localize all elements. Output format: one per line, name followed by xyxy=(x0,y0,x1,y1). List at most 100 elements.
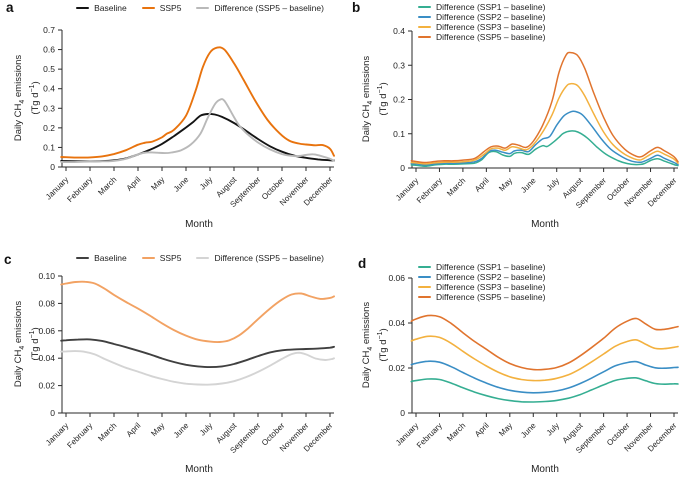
y-tick-label: 0.1 xyxy=(43,142,55,152)
y-tick-label: 0.4 xyxy=(393,26,405,36)
x-axis-label: Month xyxy=(531,464,559,475)
y-tick-label: 0.7 xyxy=(43,25,55,35)
x-tick-label: July xyxy=(198,421,214,437)
x-tick-label: July xyxy=(198,175,214,191)
legend-swatch xyxy=(141,256,155,260)
y-tick-label: 0.04 xyxy=(38,353,55,363)
legend-b: Difference (SSP1 – baseline) Difference (… xyxy=(418,2,545,42)
panel-letter-d: d xyxy=(358,256,367,271)
legend-swatch xyxy=(196,6,210,10)
legend-swatch xyxy=(418,5,431,9)
legend-label: Difference (SSP1 – baseline) xyxy=(436,2,546,12)
legend-item: Baseline xyxy=(76,253,127,263)
x-tick-label: June xyxy=(519,176,538,195)
y-tick-label: 0 xyxy=(50,408,55,418)
panel-a: a Baseline SSP5 Difference (SSP5 – baselin… xyxy=(0,0,343,240)
legend-swatch xyxy=(418,265,431,269)
series-line xyxy=(60,338,335,369)
series-line xyxy=(410,130,679,168)
x-tick-label: March xyxy=(96,175,118,197)
y-tick-label: 0.3 xyxy=(393,60,405,70)
legend-label: Difference (SSP3 – baseline) xyxy=(436,282,546,292)
panel-letter-a: a xyxy=(6,0,14,15)
legend-swatch xyxy=(418,275,431,279)
legend-swatch xyxy=(418,285,431,289)
legend-item: Difference (SSP2 – baseline) xyxy=(418,272,545,282)
y-tick-label: 0.4 xyxy=(43,84,55,94)
series-line xyxy=(410,314,679,371)
x-tick-label: April xyxy=(473,176,491,194)
x-tick-label: February xyxy=(415,421,444,450)
panel-letter-b: b xyxy=(352,0,361,15)
y-tick-label: 0.02 xyxy=(38,381,55,391)
series-line xyxy=(60,350,335,386)
legend-item: Difference (SSP1 – baseline) xyxy=(418,2,545,12)
legend-label: Difference (SSP5 – baseline) xyxy=(436,292,546,302)
legend-c: Baseline SSP5 Difference (SSP5 – baseline) xyxy=(62,253,338,263)
legend-item: Baseline xyxy=(76,3,127,13)
legend-swatch xyxy=(141,6,155,10)
x-tick-label: April xyxy=(125,421,143,439)
x-tick-label: July xyxy=(545,176,561,192)
x-tick-label: March xyxy=(96,421,118,443)
legend-swatch xyxy=(418,25,431,29)
legend-label: Difference (SSP2 – baseline) xyxy=(436,272,546,282)
series-line xyxy=(410,51,679,164)
x-tick-label: March xyxy=(445,176,467,198)
panel-b: b Difference (SSP1 – baseline) Difference… xyxy=(342,0,685,240)
x-tick-label: March xyxy=(445,421,467,443)
legend-item: Difference (SSP1 – baseline) xyxy=(418,262,545,272)
legend-item: Difference (SSP5 – baseline) xyxy=(418,292,545,302)
series-line xyxy=(410,376,679,403)
legend-swatch xyxy=(418,35,431,39)
x-tick-label: June xyxy=(172,421,191,440)
legend-item: Difference (SSP5 – baseline) xyxy=(418,32,545,42)
x-tick-label: April xyxy=(125,175,143,193)
legend-label: SSP5 xyxy=(159,3,182,13)
series-line xyxy=(410,360,679,394)
panel-letter-c: c xyxy=(4,252,12,267)
legend-item: Difference (SSP5 – baseline) xyxy=(196,3,324,13)
y-tick-label: 0 xyxy=(400,408,405,418)
legend-label: Baseline xyxy=(94,253,127,263)
legend-item: Difference (SSP2 – baseline) xyxy=(418,12,545,22)
panel-d: d Difference (SSP1 – baseline) Difference… xyxy=(342,240,685,479)
legend-swatch xyxy=(76,6,90,10)
legend-item: SSP5 xyxy=(141,3,182,13)
y-tick-label: 0 xyxy=(400,163,405,173)
x-tick-label: June xyxy=(519,421,538,440)
y-tick-label: 0.06 xyxy=(38,326,55,336)
x-tick-label: May xyxy=(497,176,514,193)
legend-label: Difference (SSP2 – baseline) xyxy=(436,12,546,22)
legend-label: Difference (SSP3 – baseline) xyxy=(436,22,546,32)
x-tick-label: February xyxy=(415,176,444,205)
legend-label: Baseline xyxy=(94,3,127,13)
x-tick-label: April xyxy=(473,421,491,439)
legend-swatch xyxy=(196,256,210,260)
y-tick-label: 0.04 xyxy=(388,318,405,328)
legend-label: Difference (SSP5 – baseline) xyxy=(436,32,546,42)
x-tick-label: July xyxy=(545,421,561,437)
series-line xyxy=(60,98,335,164)
x-tick-label: May xyxy=(149,175,166,192)
panel-c: c Baseline SSP5 Difference (SSP5 – baselin… xyxy=(0,240,343,479)
x-tick-label: June xyxy=(172,175,191,194)
legend-item: Difference (SSP3 – baseline) xyxy=(418,22,545,32)
legend-label: Difference (SSP5 – baseline) xyxy=(214,253,324,263)
series-line xyxy=(60,46,335,159)
y-tick-label: 0.2 xyxy=(43,123,55,133)
series-line xyxy=(410,335,679,382)
legend-item: SSP5 xyxy=(141,253,181,263)
y-tick-label: 0.5 xyxy=(43,64,55,74)
legend-label: Difference (SSP1 – baseline) xyxy=(436,262,546,272)
legend-a: Baseline SSP5 Difference (SSP5 – baseline) xyxy=(62,3,338,13)
legend-swatch xyxy=(418,15,431,19)
y-tick-label: 0.1 xyxy=(393,129,405,139)
x-axis-label: Month xyxy=(185,219,213,230)
series-line xyxy=(410,82,679,165)
